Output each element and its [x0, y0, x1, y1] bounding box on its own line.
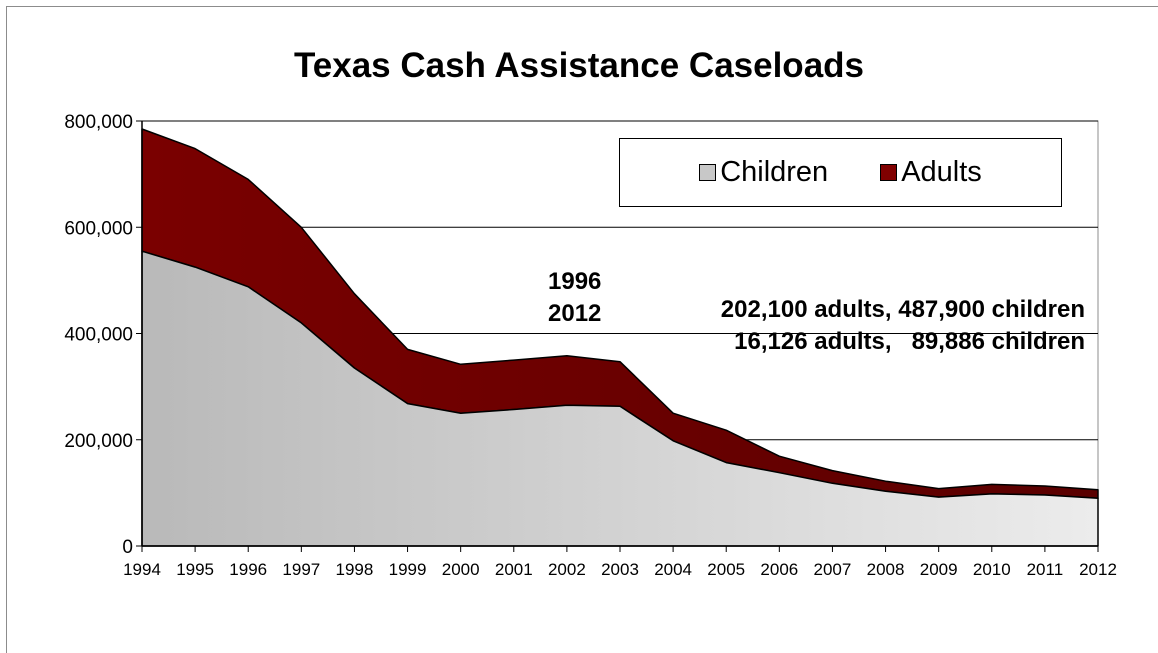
annotation-text: 16,126 adults, 89,886 children [734, 328, 1085, 356]
x-tick-label: 2000 [442, 560, 480, 579]
x-tick-label: 2010 [973, 560, 1011, 579]
annotation-1996: 1996 202,100 adults, 487,900 children [0, 240, 1158, 270]
x-tick-label: 2007 [814, 560, 852, 579]
annotation-2012: 2012 16,126 adults, 89,886 children [0, 272, 1158, 302]
legend-label-adults: Adults [901, 156, 982, 189]
legend: Children Adults [619, 138, 1062, 207]
x-tick-label: 2005 [707, 560, 745, 579]
x-tick-label: 2009 [920, 560, 958, 579]
legend-item-adults: Adults [880, 156, 982, 189]
y-tick-label: 400,000 [64, 325, 133, 346]
legend-item-children: Children [699, 156, 828, 189]
x-tick-label: 1998 [336, 560, 374, 579]
x-tick-label: 2002 [548, 560, 586, 579]
x-tick-label: 2004 [654, 560, 692, 579]
x-tick-label: 1994 [123, 560, 161, 579]
x-tick-label: 2001 [495, 560, 533, 579]
x-tick-label: 1996 [229, 560, 267, 579]
x-tick-label: 1995 [176, 560, 214, 579]
x-tick-label: 1999 [389, 560, 427, 579]
x-tick-label: 2008 [867, 560, 905, 579]
y-tick-label: 800,000 [64, 112, 133, 133]
legend-swatch-children [699, 164, 716, 181]
x-tick-label: 2003 [601, 560, 639, 579]
legend-label-children: Children [720, 156, 828, 189]
y-tick-label: 0 [122, 537, 133, 558]
x-tick-label: 2012 [1079, 560, 1117, 579]
x-tick-label: 2011 [1027, 560, 1064, 579]
annotation-year: 2012 [548, 300, 601, 328]
y-tick-label: 600,000 [64, 218, 133, 239]
y-tick-label: 200,000 [64, 431, 133, 452]
x-tick-label: 1997 [282, 560, 320, 579]
legend-swatch-adults [880, 164, 897, 181]
x-tick-label: 2006 [760, 560, 798, 579]
